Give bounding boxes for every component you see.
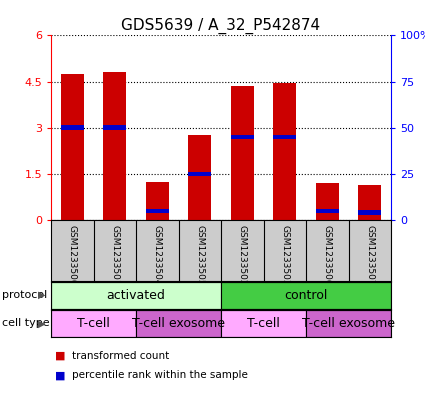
Text: T-cell exosome: T-cell exosome — [302, 317, 395, 330]
Bar — [145, 209, 169, 213]
Bar — [51, 310, 136, 337]
Bar — [230, 86, 254, 220]
Bar — [230, 135, 254, 139]
Text: GSM1233504: GSM1233504 — [153, 225, 162, 285]
Text: T-cell: T-cell — [77, 317, 110, 330]
Bar — [273, 135, 296, 139]
Text: GSM1233507: GSM1233507 — [365, 225, 374, 286]
Text: GSM1233502: GSM1233502 — [238, 225, 247, 285]
Bar — [315, 209, 339, 213]
Text: T-cell: T-cell — [247, 317, 280, 330]
Bar — [188, 172, 211, 176]
Bar — [315, 183, 339, 220]
Text: cell type: cell type — [2, 318, 50, 329]
Text: ▶: ▶ — [38, 318, 45, 329]
Text: control: control — [284, 288, 328, 302]
Bar — [358, 210, 381, 215]
Text: GSM1233500: GSM1233500 — [68, 225, 77, 286]
Text: activated: activated — [107, 288, 165, 302]
Text: GSM1233505: GSM1233505 — [195, 225, 204, 286]
Bar — [103, 125, 127, 130]
Bar — [60, 74, 84, 220]
Bar — [51, 282, 221, 309]
Text: T-cell exosome: T-cell exosome — [132, 317, 225, 330]
Bar — [103, 72, 127, 220]
Text: ■: ■ — [55, 370, 66, 380]
Title: GDS5639 / A_32_P542874: GDS5639 / A_32_P542874 — [122, 18, 320, 34]
Bar — [145, 182, 169, 220]
Text: protocol: protocol — [2, 290, 47, 300]
Bar — [221, 310, 306, 337]
Bar — [273, 83, 296, 220]
Text: percentile rank within the sample: percentile rank within the sample — [72, 370, 248, 380]
Text: ▶: ▶ — [38, 290, 45, 300]
Text: transformed count: transformed count — [72, 351, 170, 361]
Text: GSM1233501: GSM1233501 — [110, 225, 119, 286]
Bar — [306, 310, 391, 337]
Text: GSM1233506: GSM1233506 — [323, 225, 332, 286]
Bar — [188, 136, 211, 220]
Bar — [60, 125, 84, 130]
Bar — [358, 185, 381, 220]
Bar — [221, 282, 391, 309]
Text: ■: ■ — [55, 351, 66, 361]
Text: GSM1233503: GSM1233503 — [280, 225, 289, 286]
Bar — [136, 310, 221, 337]
